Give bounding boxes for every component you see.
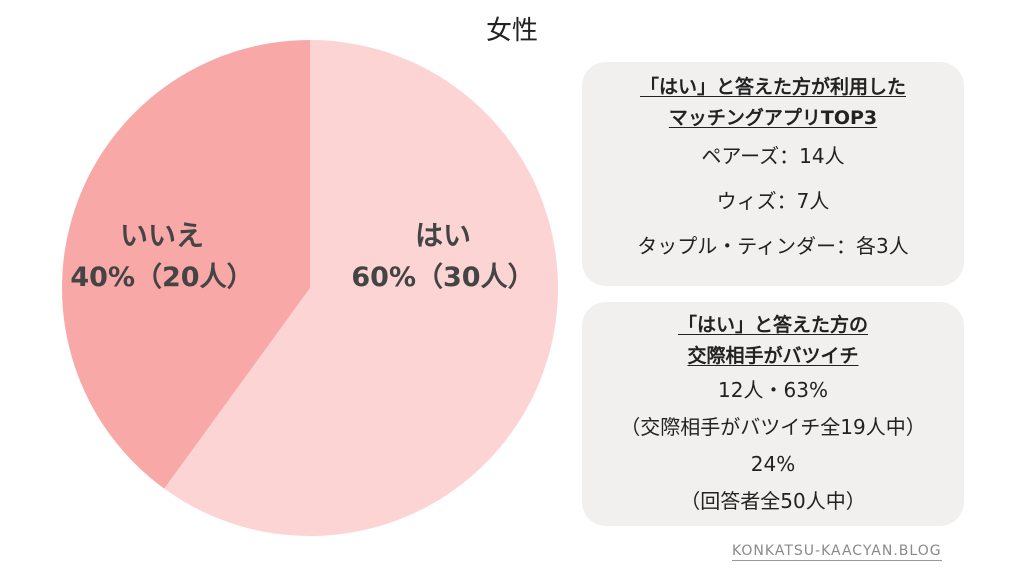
site-credit: KONKATSU-KAACYAN.BLOG xyxy=(732,543,942,561)
top3-item-2: ウィズ：7人 xyxy=(716,189,830,213)
slice-name-yes: はい xyxy=(414,219,471,252)
divorced-line-3: 24% xyxy=(750,452,796,476)
top3-item-3: タップル・ティンダー：各3人 xyxy=(637,234,909,258)
chart-title: 女性 xyxy=(485,16,538,46)
pie-chart xyxy=(62,39,559,536)
pie-slice-no xyxy=(62,39,310,489)
divorced-heading-line-2: 交際相手がバツイチ xyxy=(687,345,859,367)
slice-label-yes: はい 60%（30人） xyxy=(343,214,543,299)
slice-name-no: いいえ xyxy=(119,219,204,252)
top3-item-1: ペアーズ：14人 xyxy=(701,144,845,168)
divorced-heading-line-1: 「はい」と答えた方の xyxy=(677,314,868,336)
slice-label-no: いいえ 40%（20人） xyxy=(62,214,262,299)
divorced-line-4: （回答者全50人中） xyxy=(680,489,866,513)
divorced-partner-box: 「はい」と答えた方の 交際相手がバツイチ 12人・63% （交際相手がバツイチ全… xyxy=(582,302,964,526)
pie-slice-yes xyxy=(164,40,559,536)
top3-heading-line-1: 「はい」と答えた方が利用した xyxy=(639,76,906,98)
top3-apps-box: 「はい」と答えた方が利用した マッチングアプリTOP3 ペアーズ：14人 ウィズ… xyxy=(582,62,964,286)
top3-heading-line-2: マッチングアプリTOP3 xyxy=(668,107,878,129)
slice-value-yes: 60%（30人） xyxy=(351,262,535,294)
divorced-line-1: 12人・63% xyxy=(718,378,828,402)
divorced-line-2: （交際相手がバツイチ全19人中） xyxy=(620,415,926,439)
slice-value-no: 40%（20人） xyxy=(70,262,254,294)
